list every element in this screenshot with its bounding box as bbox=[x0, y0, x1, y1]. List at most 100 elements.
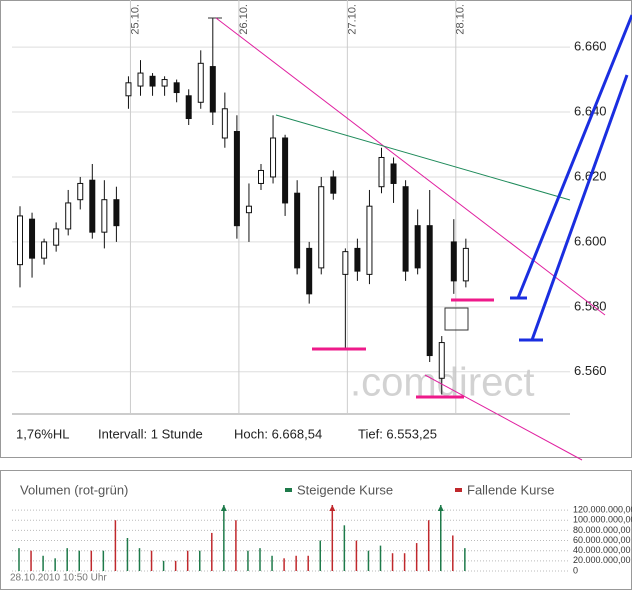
candle-body bbox=[294, 192, 301, 269]
candle-body bbox=[306, 247, 313, 295]
candle-body bbox=[390, 163, 397, 184]
volume-bar bbox=[150, 550, 153, 571]
volume-bar bbox=[174, 560, 177, 571]
info: Hoch: 6.668,54 bbox=[234, 426, 322, 441]
y-tick-label: 0 bbox=[573, 565, 578, 575]
legend-label: Steigende Kurse bbox=[297, 482, 393, 497]
bars bbox=[30, 505, 454, 571]
trend-line bbox=[215, 17, 606, 316]
trend-line bbox=[275, 114, 571, 201]
candle-body bbox=[197, 62, 204, 103]
legend-swatch bbox=[455, 488, 462, 492]
volume-bar bbox=[415, 543, 418, 571]
candle-body bbox=[173, 82, 180, 94]
info: 1,76%HL bbox=[16, 426, 69, 441]
trend-line bbox=[424, 374, 583, 461]
y-tick-label: 60.000.000,00 bbox=[573, 535, 631, 545]
y-tick-label: 6.580 bbox=[574, 298, 607, 313]
volume-bar bbox=[283, 558, 285, 571]
volume-bar bbox=[18, 548, 20, 571]
candle-body bbox=[113, 199, 120, 227]
candle-body bbox=[65, 202, 72, 230]
x-tick-label: 26.10. bbox=[238, 4, 250, 35]
candle-body bbox=[125, 82, 132, 97]
volume-bar bbox=[211, 532, 213, 571]
candle-body bbox=[41, 241, 48, 259]
candle-body bbox=[318, 186, 325, 269]
candle-body bbox=[245, 205, 252, 214]
volume-bar bbox=[452, 535, 454, 571]
candle-body bbox=[270, 137, 277, 178]
overflow-arrow bbox=[220, 505, 227, 511]
volume-bar bbox=[114, 520, 117, 571]
volume-bar bbox=[403, 553, 406, 571]
candle-body bbox=[426, 225, 433, 357]
volume-bar bbox=[102, 550, 105, 571]
volume-bar bbox=[343, 525, 346, 571]
volume-bar bbox=[162, 560, 165, 571]
volume-bar bbox=[391, 553, 394, 571]
footer: 28.10.2010 10:50 Uhr bbox=[10, 573, 107, 584]
candle-body bbox=[149, 75, 156, 87]
x-tick-label: 27.10. bbox=[346, 4, 358, 35]
y-tick-label: 80.000.000,00 bbox=[573, 525, 631, 535]
candle-body bbox=[354, 247, 361, 272]
y-tick-label: 6.600 bbox=[574, 233, 607, 248]
volume-bar bbox=[367, 550, 370, 571]
overflow-arrow bbox=[329, 505, 336, 511]
volume-bar bbox=[440, 505, 442, 571]
candle-body bbox=[29, 218, 36, 259]
info: Intervall: 1 Stunde bbox=[98, 426, 203, 441]
y-tick-label: 6.640 bbox=[574, 103, 607, 118]
candle-body bbox=[233, 131, 240, 227]
volume-bar bbox=[464, 548, 466, 571]
candle-body bbox=[438, 342, 445, 379]
volume-bar bbox=[54, 558, 56, 571]
volume-title: Volumen (rot-grün) bbox=[20, 482, 128, 497]
volume-bar bbox=[379, 545, 382, 571]
volume-bar bbox=[199, 550, 201, 571]
volume-bar bbox=[295, 555, 297, 571]
volume-bar bbox=[90, 550, 93, 571]
candle-body bbox=[462, 247, 469, 282]
volume-bar bbox=[235, 520, 237, 571]
volume-bar bbox=[271, 555, 273, 571]
candle-body bbox=[342, 251, 349, 275]
x-tick-label: 25.10. bbox=[129, 4, 141, 35]
candle-body bbox=[221, 108, 228, 139]
volume-bar bbox=[307, 555, 309, 571]
candle-body bbox=[450, 241, 457, 282]
volume-bar bbox=[223, 505, 225, 571]
volume-bar bbox=[186, 550, 189, 571]
volume-bar bbox=[30, 550, 32, 571]
volume-bar bbox=[42, 555, 44, 571]
volume-bar bbox=[66, 548, 68, 571]
bars bbox=[18, 505, 466, 571]
candle-body bbox=[258, 169, 264, 184]
y-tick-label: 20.000.000,00 bbox=[573, 555, 631, 565]
volume-bar bbox=[355, 540, 358, 571]
info: Tief: 6.553,25 bbox=[358, 426, 437, 441]
y-tick-label: 100.000.000,00 bbox=[573, 515, 632, 525]
volume-bar bbox=[126, 538, 129, 571]
volume-bar bbox=[247, 550, 249, 571]
candle-body bbox=[161, 79, 168, 87]
volume-bar bbox=[138, 548, 141, 571]
candle-body bbox=[209, 66, 216, 113]
candle-body bbox=[53, 228, 60, 246]
y-tick-label: 120.000.000,00 bbox=[573, 504, 632, 514]
candle-body bbox=[185, 95, 192, 120]
y-tick-label: 40.000.000,00 bbox=[573, 545, 631, 555]
volume-bar bbox=[259, 548, 261, 571]
box bbox=[444, 307, 469, 331]
candle-body bbox=[137, 72, 144, 87]
candle-body bbox=[414, 225, 421, 269]
blue-line bbox=[516, 14, 632, 299]
y-tick-label: 6.560 bbox=[574, 363, 607, 378]
candle-body bbox=[17, 215, 23, 266]
annotations bbox=[208, 14, 632, 461]
volume-bar bbox=[331, 505, 334, 571]
blue-line bbox=[530, 74, 629, 341]
